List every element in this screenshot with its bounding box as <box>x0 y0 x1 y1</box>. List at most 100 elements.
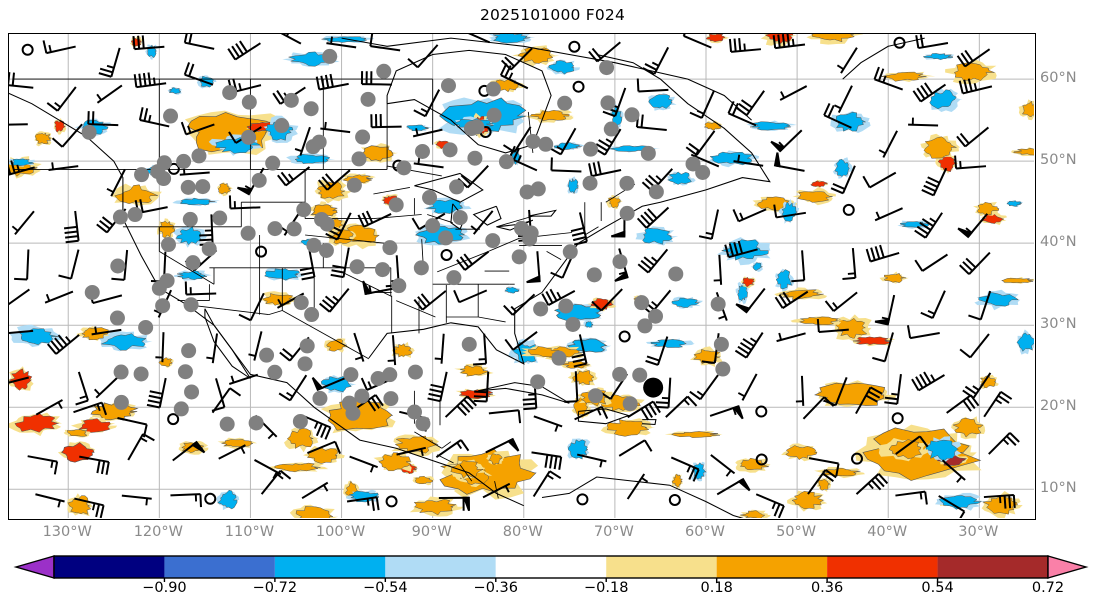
wind-barb <box>698 209 720 240</box>
wind-barb <box>180 121 215 136</box>
wind-barb <box>635 114 667 132</box>
wind-barb <box>9 329 34 335</box>
station-circle <box>624 107 640 123</box>
station-circle <box>622 396 638 412</box>
station-circle <box>442 142 458 158</box>
station-circle <box>113 394 129 410</box>
wind-barb <box>482 482 511 499</box>
wind-barb <box>248 331 263 361</box>
wind-barb <box>369 34 401 52</box>
wind-barb <box>357 210 392 228</box>
wind-barb <box>526 251 541 284</box>
colorbar-tick-label-5: 0.18 <box>700 580 733 596</box>
wind-barb <box>500 47 533 71</box>
station-circle <box>303 101 319 117</box>
wind-barb <box>685 130 716 156</box>
wind-barb <box>35 493 65 508</box>
wind-barb <box>27 455 59 475</box>
wind-barb <box>689 90 715 119</box>
wind-barb <box>710 454 736 477</box>
wind-barb <box>655 377 672 409</box>
wind-barb <box>504 331 538 351</box>
wind-barb <box>96 84 123 104</box>
colorbar-tick-label-1: −0.72 <box>252 580 298 596</box>
wind-barb <box>914 253 948 272</box>
station-circle <box>292 413 308 429</box>
wind-barb <box>988 432 1020 455</box>
wind-barb <box>824 291 858 312</box>
station-circle <box>241 94 257 110</box>
station-circle <box>283 92 299 108</box>
wind-barb <box>895 490 928 505</box>
station-circle <box>241 129 257 145</box>
station-circle <box>511 249 527 265</box>
colorbar[interactable]: −0.90 −0.72 −0.54 −0.36 −0.18 0.18 0.36 0.54 0.7… <box>8 552 1098 610</box>
station-circle <box>533 301 549 317</box>
wind-barb <box>146 377 167 409</box>
wind-barb <box>427 371 448 403</box>
station-circle <box>538 136 554 152</box>
wind-barb <box>626 473 649 500</box>
station-circle <box>240 225 256 241</box>
station-circle <box>388 197 404 213</box>
lon-tick-label-8: 50°W <box>776 524 817 540</box>
wind-barb <box>326 36 357 49</box>
wind-barb <box>550 157 582 173</box>
wind-barb <box>387 335 397 366</box>
station-circle <box>498 154 514 170</box>
wind-barb <box>360 71 392 86</box>
wind-barb <box>906 325 940 340</box>
wind-barb <box>407 44 439 69</box>
station-circle <box>407 364 423 380</box>
wind-barb <box>842 247 857 281</box>
station-circle <box>612 366 628 382</box>
station-circle <box>81 124 97 140</box>
station-circle <box>201 241 217 257</box>
colorbar-swatches <box>13 555 1089 582</box>
wind-barb <box>724 240 758 259</box>
wind-barb <box>9 72 34 89</box>
station-circle <box>156 171 172 187</box>
contour-band <box>567 338 608 353</box>
wind-barb <box>564 371 579 403</box>
wind-barb <box>637 248 669 274</box>
wind-barb <box>79 455 110 475</box>
wind-barb <box>413 156 444 169</box>
colorbar-segment-4 <box>385 556 496 578</box>
station-circle <box>376 63 392 79</box>
station-circle <box>413 260 429 276</box>
wind-barb <box>795 375 805 406</box>
wind-barb <box>774 290 809 309</box>
wind-barb <box>727 100 757 127</box>
wind-barb <box>807 468 837 495</box>
station-circle <box>640 145 656 161</box>
wind-barb <box>968 290 992 321</box>
wind-barb <box>957 213 989 239</box>
wind-barb <box>155 332 165 363</box>
lon-tick-label-6: 70°W <box>593 524 634 540</box>
station-circle <box>414 143 430 159</box>
station-circle <box>382 367 398 383</box>
station-circle <box>183 297 199 313</box>
colorbar-segment-3 <box>274 556 386 578</box>
map-plot-area[interactable] <box>8 33 1036 520</box>
station-circle <box>176 153 192 169</box>
wind-barb <box>35 399 63 416</box>
station-circle <box>486 107 502 123</box>
station-circle <box>583 141 599 157</box>
wind-barb <box>396 446 427 457</box>
lat-tick-label-1: 50°N <box>1040 152 1077 169</box>
station-circle <box>485 233 501 249</box>
wind-barb <box>878 130 898 158</box>
wind-barb <box>44 290 74 304</box>
wind-barb <box>91 326 122 336</box>
wind-barb <box>682 34 712 49</box>
station-circle <box>485 81 501 97</box>
station-circle <box>600 95 616 111</box>
station-circle <box>461 336 477 352</box>
wind-barb <box>413 290 447 311</box>
wind-barb <box>532 470 562 498</box>
colorbar-under-extend <box>13 555 55 579</box>
wind-barb <box>473 371 490 403</box>
wind-barb <box>9 123 28 126</box>
